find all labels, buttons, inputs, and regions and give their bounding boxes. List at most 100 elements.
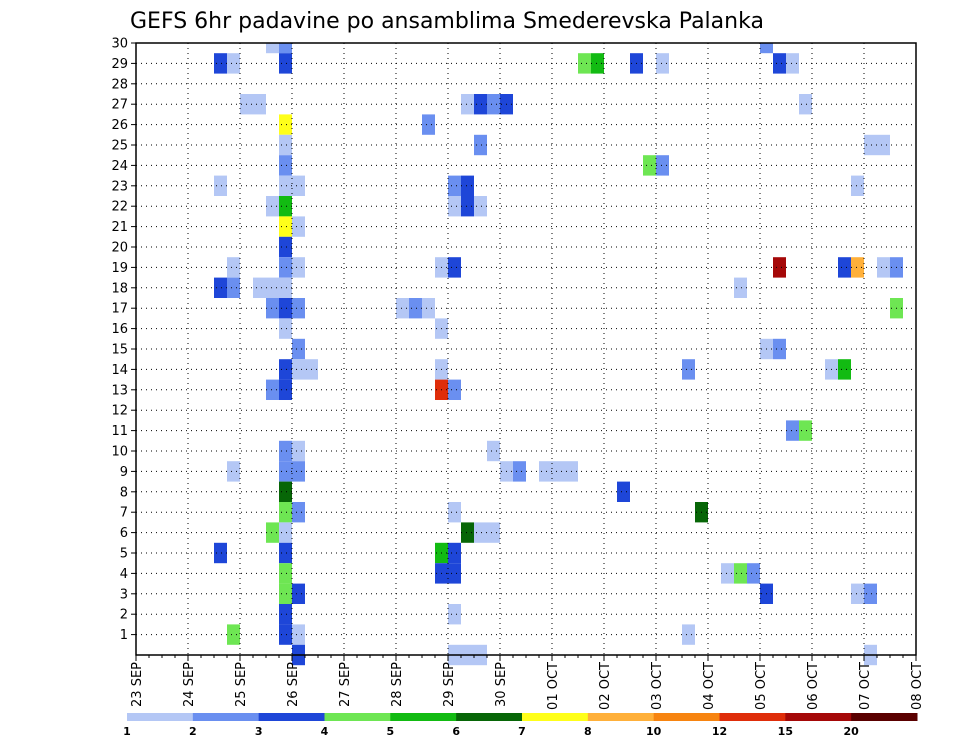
y-tick-label: 8 [120,485,128,500]
legend-swatch [192,713,260,721]
heatmap-cell [721,563,734,584]
heatmap-cell [253,277,266,298]
legend-label: 6 [452,725,460,738]
x-tick-label: 06 OCT [806,662,821,710]
x-tick-label: 02 OCT [598,662,613,710]
y-tick-label: 13 [111,383,128,398]
y-tick-label: 11 [111,424,128,439]
heatmap-cell [552,461,565,482]
legend-label: 8 [584,725,592,738]
heatmap-cell [266,43,279,54]
y-tick-label: 1 [120,628,128,643]
legend-swatch [785,713,852,721]
heatmap-cell [214,175,227,196]
legend-label: 10 [646,725,662,738]
heatmap-cell [279,542,292,564]
heatmap-cell [448,502,461,523]
heatmap-cell [591,53,604,74]
x-tick-label: 25 SEP [234,662,249,707]
heatmap-cell [266,196,279,217]
y-tick-label: 2 [120,608,128,623]
heatmap-cell [279,257,292,278]
y-tick-label: 20 [111,241,128,256]
heatmap-cell [279,155,292,176]
y-tick-label: 30 [111,37,128,52]
y-tick-label: 19 [111,261,128,276]
heatmap-cell [487,440,500,462]
heatmap-cells [214,43,903,666]
heatmap-cell [279,236,292,258]
y-tick-label: 17 [111,302,128,317]
legend-swatch [653,713,720,721]
heatmap-cell [773,338,786,360]
y-tick-label: 18 [111,281,128,296]
heatmap-cell [292,338,305,360]
y-tick-label: 27 [111,98,128,113]
y-tick-label: 28 [111,77,128,92]
heatmap-cell [734,563,747,584]
heatmap-cell [838,359,851,380]
heatmap-cell [292,216,305,237]
heatmap-cell [656,53,669,74]
heatmap-cell [279,563,292,584]
heatmap-cell [838,257,851,278]
y-tick-label: 7 [120,506,128,521]
legend-swatch [390,713,457,721]
y-tick-label: 15 [111,343,128,358]
heatmap-cell [279,318,292,339]
heatmap-cell [799,94,812,115]
heatmap-cell [279,583,292,604]
legend-swatch [258,713,325,721]
heatmap-cell [279,196,292,217]
legend-label: 2 [189,725,197,738]
y-axis: 1234567891011121314151617181920212223242… [111,37,136,643]
heatmap-cell [279,522,292,543]
x-tick-label: 08 OCT [910,662,925,710]
heatmap-cell [747,563,760,584]
legend-label: 4 [321,725,329,738]
heatmap-cell [461,175,474,196]
heatmap-cell [279,114,292,135]
heatmap-cell [409,298,422,319]
x-tick-label: 26 SEP [286,662,301,707]
heatmap-cell [851,583,864,604]
heatmap-cell [214,53,227,74]
x-tick-label: 30 SEP [494,662,509,707]
heatmap-cell [279,277,292,298]
heatmap-cell [292,359,305,380]
heatmap-cell [292,624,305,645]
x-tick-label: 01 OCT [546,662,561,710]
heatmap-cell [864,583,877,604]
heatmap-cell [682,359,695,380]
x-axis: 23 SEP 24 SEP 25 SEP 26 SEP 27 SEP 28 SEP 29 S… [130,655,925,710]
heatmap-cell [682,624,695,645]
legend-swatch [522,713,589,721]
heatmap-cell [227,257,240,278]
heatmap-cell [474,522,487,543]
legend-label: 3 [255,725,263,738]
heatmap-cell [851,175,864,196]
heatmap-cell [292,175,305,196]
heatmap-cell [474,94,487,115]
heatmap-cell [279,175,292,196]
heatmap-cell [448,563,461,584]
x-tick-label: 24 SEP [182,662,197,707]
heatmap-cell [474,196,487,217]
y-tick-label: 3 [120,587,128,602]
heatmap-cell [279,604,292,625]
x-tick-label: 03 OCT [650,662,665,710]
heatmap-cell [279,134,292,156]
heatmap-cell [448,604,461,625]
heatmap-cell [864,134,877,156]
heatmap-cell [734,277,747,298]
heatmap-cell [773,53,786,74]
heatmap-cell [292,257,305,278]
heatmap-cell [292,583,305,604]
heatmap-cell [851,257,864,278]
heatmap-cell [279,216,292,237]
y-tick-label: 22 [111,200,128,215]
heatmap-cell [279,43,292,54]
x-tick-label: 29 SEP [442,662,457,707]
x-tick-label: 07 OCT [858,662,873,710]
